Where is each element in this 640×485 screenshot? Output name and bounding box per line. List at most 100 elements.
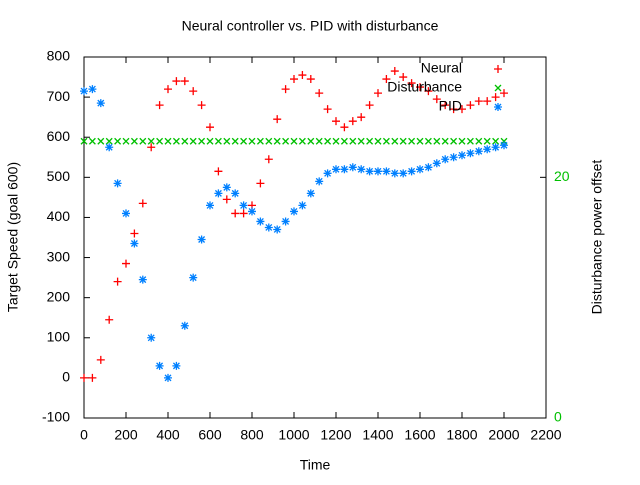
point [357,113,366,122]
y-tick-label: 700 [47,88,71,104]
y-tick-label: 600 [47,128,71,144]
point [449,153,458,162]
point [390,169,399,178]
point [273,115,282,124]
point [222,183,231,192]
x-tick-label: 1400 [362,427,393,443]
point [332,165,340,174]
point [332,117,340,126]
point [298,71,307,80]
point [407,167,416,176]
x-tick-label: 1600 [404,427,435,443]
point [441,137,449,145]
point [80,87,88,96]
x-tick-label: 2000 [488,427,519,443]
plot-border [83,56,547,419]
point [298,201,307,210]
legend-label: Disturbance [387,79,462,95]
point [323,105,332,114]
point [374,167,382,176]
x-tick-label: 600 [198,427,222,443]
x-tick-label: 1800 [446,427,477,443]
point [466,149,475,158]
point [113,277,122,286]
point [315,177,324,186]
point [80,373,88,382]
x-tick-label: 800 [240,427,264,443]
point [231,137,239,145]
point [424,137,432,145]
point [466,137,474,145]
legend-label: PID [439,98,462,114]
point [264,155,273,164]
point [282,137,290,145]
y2-tick-label: 20 [554,168,570,184]
point [500,141,508,150]
point [349,137,357,145]
point [88,85,97,94]
point [147,137,155,145]
point [416,137,424,145]
point [96,99,105,108]
point [424,87,433,96]
point [189,137,197,145]
point [390,67,399,76]
point [408,137,416,145]
point [474,97,483,106]
point [307,137,315,145]
point [214,137,222,145]
y-tick-label: 300 [47,248,71,264]
point [491,143,500,152]
point [458,137,466,145]
point [206,201,214,210]
point [306,189,315,198]
point [315,137,323,145]
point [264,223,273,232]
point [332,137,340,145]
point [114,137,122,145]
point [382,167,391,176]
y-tick-label: 100 [47,328,71,344]
point [475,137,483,145]
point [432,95,441,104]
point [315,89,324,98]
point [357,137,365,145]
point [407,79,416,88]
point [357,165,366,174]
point [105,315,114,324]
point [105,137,113,145]
point [147,143,156,152]
point [122,137,130,145]
point [130,137,138,145]
point [180,77,189,86]
point [96,355,105,364]
point [281,85,290,94]
point [248,137,256,145]
point [198,137,206,145]
point [231,209,240,218]
point [298,137,306,145]
y-tick-label: 0 [62,369,70,385]
y2-tick-label: 0 [554,409,562,425]
point [441,155,450,164]
point [416,165,424,174]
point [180,321,189,330]
point [265,137,273,145]
point [256,137,264,145]
x-tick-label: 1200 [320,427,351,443]
point [382,137,390,145]
point [164,137,172,145]
point [458,105,466,114]
point [138,199,147,208]
point [256,179,265,188]
point [306,75,315,84]
x-tick-label: 400 [156,427,180,443]
point [348,163,357,172]
point [374,137,382,145]
point [197,101,206,110]
point [416,83,424,92]
point [281,217,290,226]
point [130,229,139,238]
point [164,85,172,94]
